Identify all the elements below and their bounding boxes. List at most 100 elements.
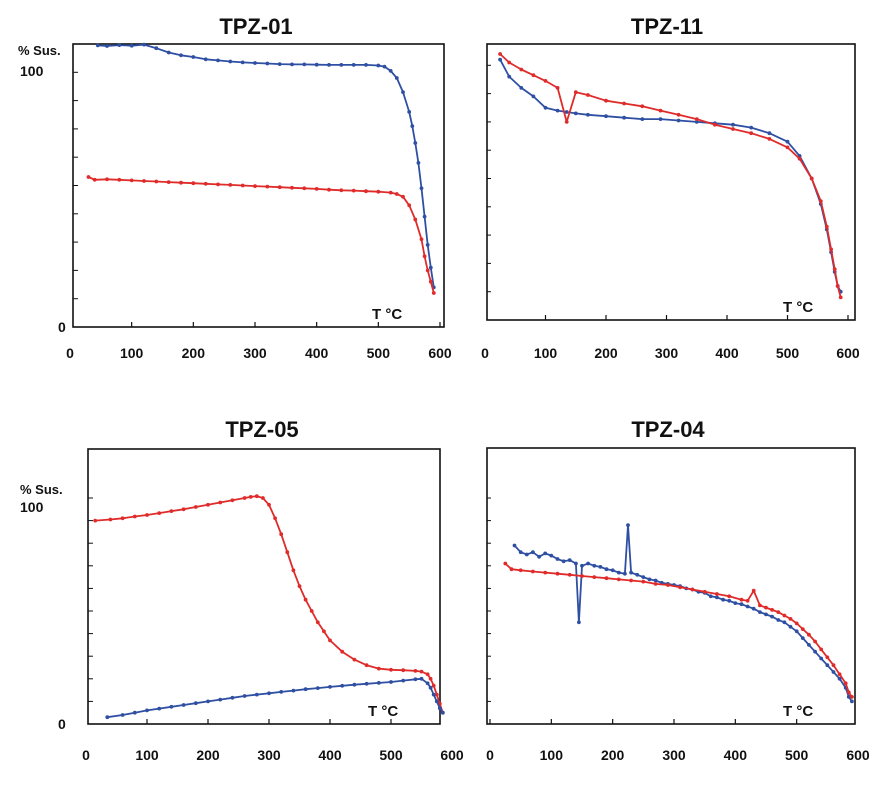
data-point <box>154 46 159 51</box>
x-tick-label: 0 <box>481 345 489 361</box>
data-point <box>800 636 805 640</box>
data-point <box>503 561 508 566</box>
data-point <box>831 663 836 668</box>
data-point <box>507 60 512 65</box>
data-point <box>788 624 793 629</box>
series-blue <box>512 523 854 704</box>
data-point <box>351 188 356 193</box>
data-point <box>574 561 578 566</box>
data-point <box>314 62 319 67</box>
data-point <box>713 122 717 127</box>
data-point <box>290 185 294 190</box>
data-point <box>364 681 369 686</box>
data-point <box>809 176 814 181</box>
data-point <box>261 496 265 500</box>
data-point <box>800 627 805 631</box>
data-point <box>440 710 445 715</box>
data-point <box>739 597 744 602</box>
data-point <box>203 181 208 186</box>
data-point <box>228 59 233 64</box>
data-point <box>248 495 253 499</box>
x-axis: 0 100 200 300 400 500 600 <box>486 719 870 763</box>
data-point <box>794 621 799 626</box>
data-point <box>518 550 523 555</box>
data-point <box>519 86 524 90</box>
data-point <box>825 663 830 668</box>
x-tick-label: 400 <box>305 345 329 361</box>
y-axis-ticks <box>73 71 78 300</box>
data-point <box>727 598 732 603</box>
data-point <box>364 189 368 194</box>
series-red <box>503 561 854 699</box>
series-red <box>93 494 445 715</box>
data-point <box>129 178 134 183</box>
data-point <box>413 669 418 673</box>
data-point <box>394 76 399 80</box>
data-point <box>531 569 535 574</box>
data-point <box>658 117 663 121</box>
data-point <box>837 676 842 681</box>
x-tick-label: 100 <box>135 747 159 763</box>
data-point <box>592 563 597 568</box>
data-point <box>253 184 257 189</box>
series-line <box>513 524 853 702</box>
series-blue <box>105 676 445 720</box>
data-point <box>279 532 284 537</box>
data-point <box>413 677 418 682</box>
data-point <box>739 602 744 607</box>
plot-frame <box>486 447 856 725</box>
data-point <box>322 629 326 634</box>
y-axis-ticks <box>487 497 491 702</box>
data-point <box>240 60 245 65</box>
data-point <box>745 604 750 609</box>
data-point <box>622 115 626 120</box>
data-point <box>401 90 405 94</box>
data-point <box>604 567 609 572</box>
data-point <box>120 713 125 717</box>
data-point <box>776 610 781 614</box>
data-point <box>117 177 122 182</box>
x-axis-label: T °C <box>372 306 402 323</box>
chart-title: TPZ-11 <box>631 14 703 39</box>
x-axis-label: T °C <box>783 299 813 316</box>
data-point <box>267 502 271 507</box>
data-point <box>598 565 603 569</box>
data-point <box>509 567 514 572</box>
data-point <box>132 710 137 715</box>
data-point <box>265 61 270 66</box>
data-point <box>142 42 146 47</box>
data-point <box>434 692 439 697</box>
data-point <box>818 199 823 204</box>
x-tick-label: 200 <box>196 747 220 763</box>
x-tick-label: 200 <box>594 345 618 361</box>
data-point <box>733 601 738 605</box>
data-point <box>216 182 220 187</box>
x-tick-label: 600 <box>440 747 464 763</box>
x-tick-label: 100 <box>120 345 144 361</box>
data-point <box>819 647 824 652</box>
data-point <box>291 568 296 573</box>
data-point <box>95 43 100 48</box>
data-point <box>764 612 768 617</box>
data-point <box>273 516 277 521</box>
data-point <box>543 570 548 575</box>
data-point <box>105 715 110 720</box>
x-axis-label: T °C <box>783 703 813 720</box>
x-tick-label: 200 <box>601 747 625 763</box>
data-point <box>838 295 843 300</box>
data-point <box>428 676 433 681</box>
data-point <box>401 668 406 673</box>
data-point <box>434 699 439 704</box>
data-point <box>690 587 695 592</box>
data-point <box>519 67 524 72</box>
data-point <box>382 64 387 69</box>
data-point <box>181 703 186 707</box>
data-point <box>142 179 146 183</box>
data-point <box>678 585 682 590</box>
data-point <box>524 552 529 557</box>
x-tick-label: 400 <box>318 747 342 763</box>
data-point <box>416 161 421 165</box>
data-point <box>253 61 257 65</box>
data-point <box>132 514 137 519</box>
data-point <box>191 181 196 186</box>
